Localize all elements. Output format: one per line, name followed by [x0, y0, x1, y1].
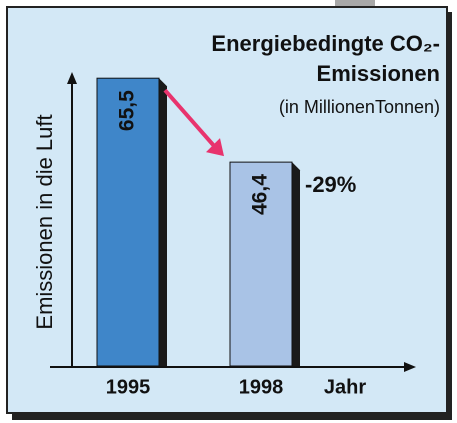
chart-title: Emissionen [317, 61, 440, 86]
bar [96, 77, 160, 367]
value-label: 65,5 [116, 90, 139, 131]
x-tick-label: 1995 [106, 376, 151, 398]
bar-shadow [292, 162, 300, 366]
value-label: 46,4 [249, 174, 272, 215]
x-tick-label: 1998 [239, 376, 284, 398]
bar-shadow [159, 78, 167, 367]
annotation: -29% [305, 172, 356, 197]
chart-subtitle: (in MillionenTonnen) [279, 97, 440, 117]
panel [6, 6, 448, 414]
x-axis-arrow [404, 362, 416, 372]
bar [229, 161, 293, 367]
change-arrowhead [206, 138, 224, 157]
y-axis-arrow [67, 72, 77, 84]
y-axis-label: Emissionen in die Luft [32, 114, 57, 329]
chart-title: Energiebedingte CO₂- [211, 31, 440, 56]
change-arrow [163, 88, 218, 150]
x-axis-label: Jahr [324, 376, 366, 398]
